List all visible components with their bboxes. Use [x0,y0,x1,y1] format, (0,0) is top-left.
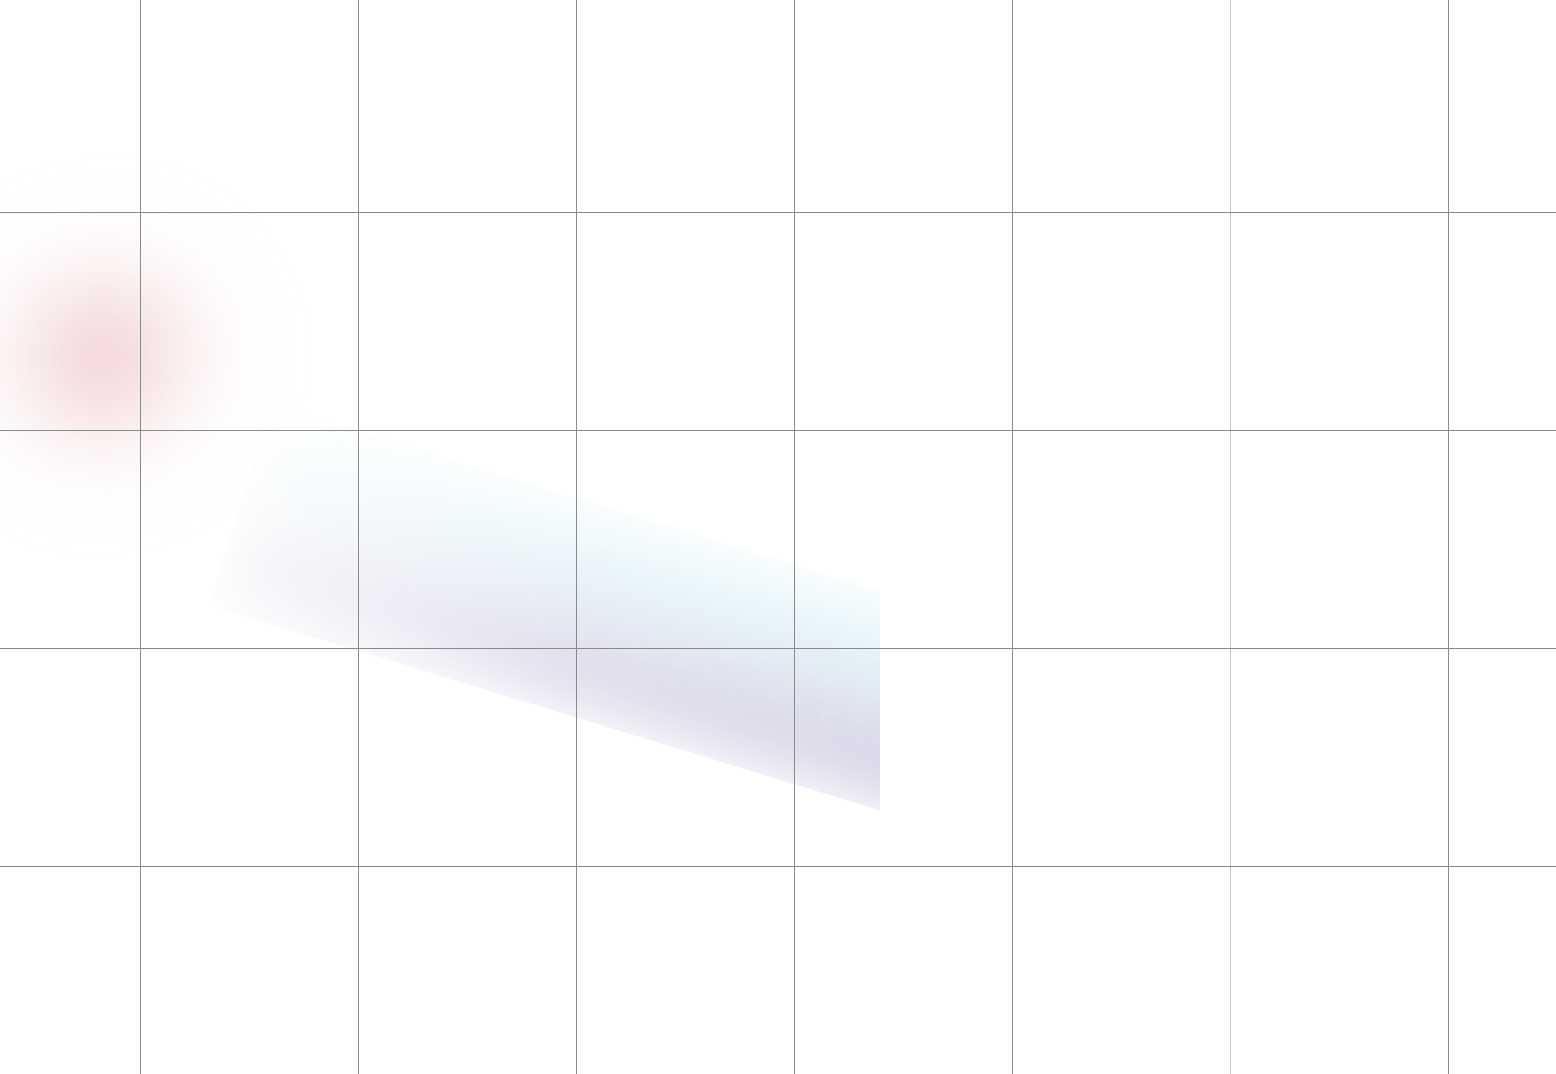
grid-lines [0,0,1556,1074]
gradient-grid-canvas [0,0,1556,1074]
